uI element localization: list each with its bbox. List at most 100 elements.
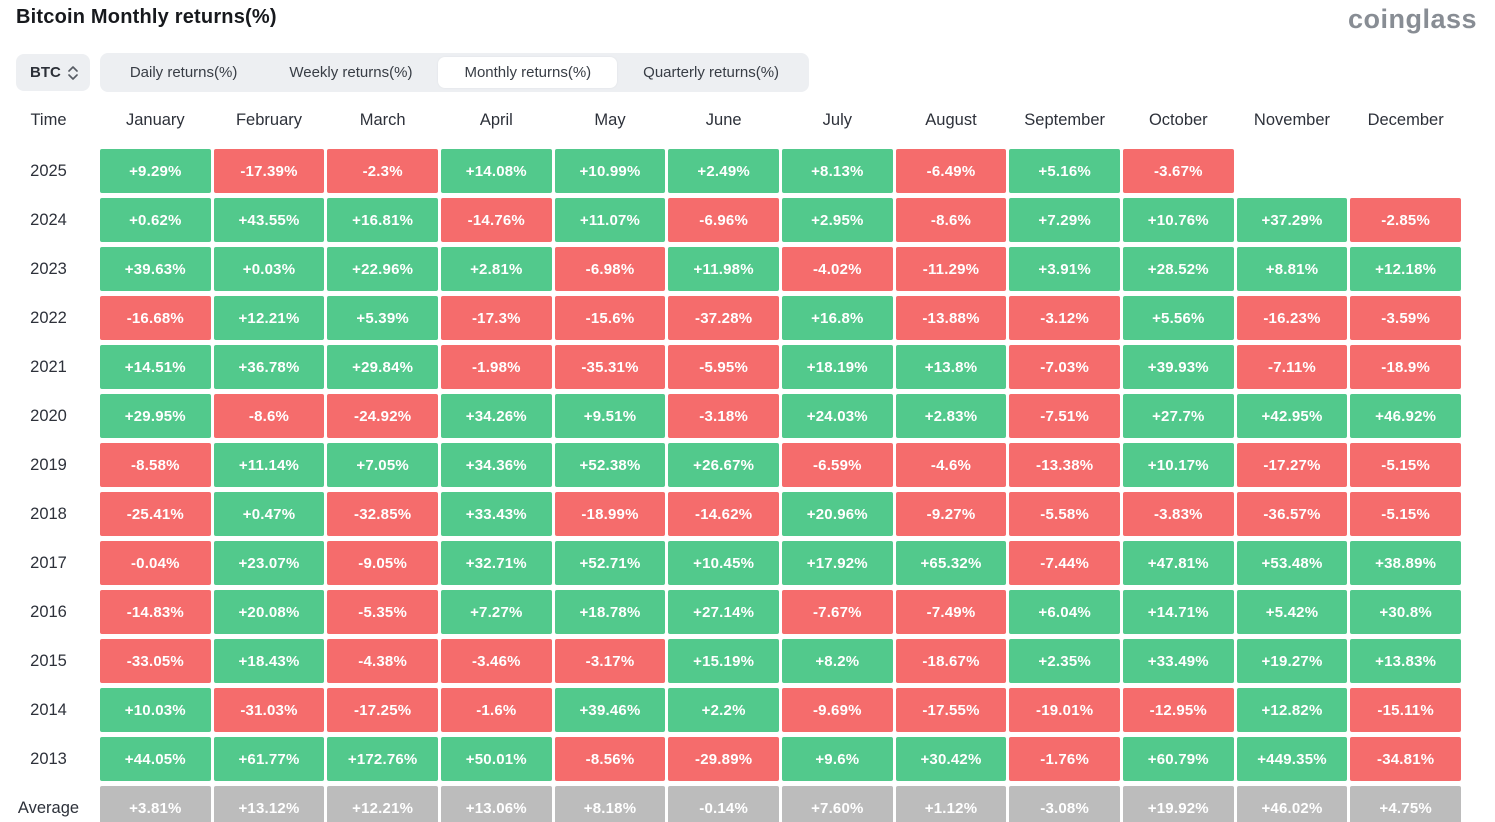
return-cell: -3.46% <box>440 639 552 683</box>
tab-quarterly-returns[interactable]: Quarterly returns(%) <box>617 57 805 88</box>
return-cell: +10.17% <box>1122 443 1234 487</box>
return-cell: +27.14% <box>668 590 779 634</box>
return-cell: +14.71% <box>1122 590 1234 634</box>
column-header-june: June <box>705 110 742 129</box>
column-header-march: March <box>359 110 406 129</box>
return-cell: +19.27% <box>1236 639 1348 683</box>
return-cell: +24.03% <box>781 394 893 438</box>
return-cell: -11.29% <box>895 247 1007 291</box>
return-cell: -17.3% <box>440 296 552 340</box>
return-cell: +52.38% <box>554 443 666 487</box>
tab-daily-returns[interactable]: Daily returns(%) <box>104 57 264 88</box>
return-cell: -18.67% <box>895 639 1007 683</box>
return-cell: +29.84% <box>327 345 438 389</box>
return-cell: -7.67% <box>781 590 893 634</box>
header: Bitcoin Monthly returns(%) coinglass <box>0 0 1495 33</box>
return-cell: -5.15% <box>1350 492 1461 536</box>
return-cell: -1.98% <box>440 345 552 389</box>
row-label-2014: 2014 <box>30 700 67 719</box>
return-cell: -18.9% <box>1350 345 1461 389</box>
return-cell: -1.6% <box>440 688 552 732</box>
monthly-returns-table: Time January February March April May June July… <box>0 100 1461 822</box>
tab-monthly-returns[interactable]: Monthly returns(%) <box>438 57 618 88</box>
return-cell: +7.60% <box>781 786 893 822</box>
return-cell: -3.12% <box>1009 296 1120 340</box>
return-cell: +39.46% <box>554 688 666 732</box>
return-cell: -0.04% <box>100 541 211 585</box>
return-cell: -17.25% <box>327 688 438 732</box>
return-cell: +6.04% <box>1009 590 1120 634</box>
return-cell: +60.79% <box>1122 737 1234 781</box>
coinglass-logo: coinglass <box>1347 4 1477 34</box>
return-cell: -3.83% <box>1122 492 1234 536</box>
return-cell: -9.69% <box>781 688 893 732</box>
return-cell: +16.81% <box>327 198 438 242</box>
return-cell: +39.63% <box>100 247 211 291</box>
return-cell: +5.56% <box>1122 296 1234 340</box>
return-cell: -9.27% <box>895 492 1007 536</box>
row-label-2015: 2015 <box>30 651 67 670</box>
return-cell: -3.59% <box>1350 296 1461 340</box>
return-cell: -7.03% <box>1009 345 1120 389</box>
return-cell: +52.71% <box>554 541 666 585</box>
row-label-average: Average <box>17 798 80 817</box>
return-cell: +449.35% <box>1236 737 1348 781</box>
returns-tab-group: Daily returns(%) Weekly returns(%) Monthly… <box>99 53 810 92</box>
return-cell: -4.6% <box>895 443 1007 487</box>
return-cell: +8.18% <box>554 786 666 822</box>
return-cell: +3.81% <box>100 786 211 822</box>
return-cell: -5.95% <box>668 345 779 389</box>
return-cell: -12.95% <box>1122 688 1234 732</box>
return-cell: +47.81% <box>1122 541 1234 585</box>
return-cell: +27.7% <box>1122 394 1234 438</box>
return-cell: -3.08% <box>1009 786 1120 822</box>
return-cell: -7.11% <box>1236 345 1348 389</box>
return-cell: +8.13% <box>781 149 893 193</box>
column-header-august: August <box>925 110 977 129</box>
return-cell: +14.51% <box>100 345 211 389</box>
return-cell: -7.51% <box>1009 394 1120 438</box>
return-cell: +12.21% <box>213 296 325 340</box>
return-cell: +12.21% <box>327 786 438 822</box>
row-label-2017: 2017 <box>30 553 67 572</box>
column-header-november: November <box>1253 110 1331 129</box>
return-cell: +19.92% <box>1122 786 1234 822</box>
return-cell: -24.92% <box>327 394 438 438</box>
return-cell: -36.57% <box>1236 492 1348 536</box>
symbol-selector[interactable]: BTC <box>16 54 90 91</box>
return-cell: +1.12% <box>895 786 1007 822</box>
tab-weekly-returns[interactable]: Weekly returns(%) <box>263 57 438 88</box>
column-header-time: Time <box>30 110 67 129</box>
return-cell: +0.47% <box>213 492 325 536</box>
return-cell: -5.15% <box>1350 443 1461 487</box>
return-cell: -8.6% <box>895 198 1007 242</box>
return-cell: -31.03% <box>213 688 325 732</box>
row-label-2023: 2023 <box>30 259 67 278</box>
return-cell: +13.12% <box>213 786 325 822</box>
return-cell: -3.17% <box>554 639 666 683</box>
return-cell: -3.67% <box>1122 149 1234 193</box>
return-cell: +9.6% <box>781 737 893 781</box>
return-cell: -19.01% <box>1009 688 1120 732</box>
return-cell: +5.16% <box>1009 149 1120 193</box>
page-title: Bitcoin Monthly returns(%) <box>16 6 277 28</box>
return-cell: -2.3% <box>327 149 438 193</box>
return-cell: +30.42% <box>895 737 1007 781</box>
column-header-february: February <box>235 110 302 129</box>
return-cell: -4.38% <box>327 639 438 683</box>
return-cell: +18.19% <box>781 345 893 389</box>
return-cell: +172.76% <box>327 737 438 781</box>
return-cell: +33.43% <box>440 492 552 536</box>
controls-bar: BTC Daily returns(%) Weekly returns(%) Mon… <box>16 53 1495 92</box>
return-cell: +17.92% <box>781 541 893 585</box>
return-cell: -5.35% <box>327 590 438 634</box>
return-cell: +36.78% <box>213 345 325 389</box>
column-header-october: October <box>1148 110 1208 129</box>
return-cell: -14.62% <box>668 492 779 536</box>
return-cell: -16.68% <box>100 296 211 340</box>
return-cell: +2.49% <box>668 149 779 193</box>
return-cell: +34.36% <box>440 443 552 487</box>
return-cell: -13.38% <box>1009 443 1120 487</box>
return-cell: -15.6% <box>554 296 666 340</box>
return-cell: +53.48% <box>1236 541 1348 585</box>
